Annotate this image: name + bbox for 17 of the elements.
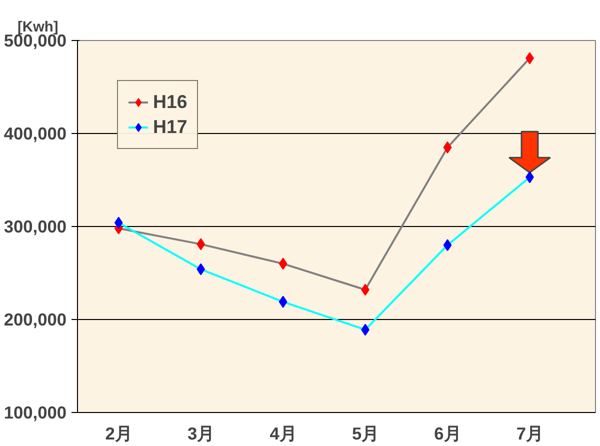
y-tick-label: 400,000 — [4, 124, 67, 144]
x-tick-label: 2月 — [105, 424, 132, 444]
legend-label: H17 — [153, 116, 188, 138]
point — [278, 296, 288, 308]
y-tick-label: 300,000 — [4, 216, 67, 236]
y-tick-label: 100,000 — [4, 402, 67, 422]
point — [443, 239, 452, 252]
x-tick-label: 7月 — [516, 424, 544, 444]
x-tick-label: 6月 — [434, 424, 461, 444]
x-tick-label: 3月 — [188, 424, 214, 444]
point — [443, 141, 452, 154]
x-tick-label: 4月 — [270, 424, 296, 444]
point — [114, 216, 123, 229]
x-tick-label: 5月 — [352, 424, 379, 444]
point — [278, 258, 288, 270]
legend-label: H16 — [153, 91, 188, 113]
y-tick-label: 200,000 — [4, 310, 67, 330]
